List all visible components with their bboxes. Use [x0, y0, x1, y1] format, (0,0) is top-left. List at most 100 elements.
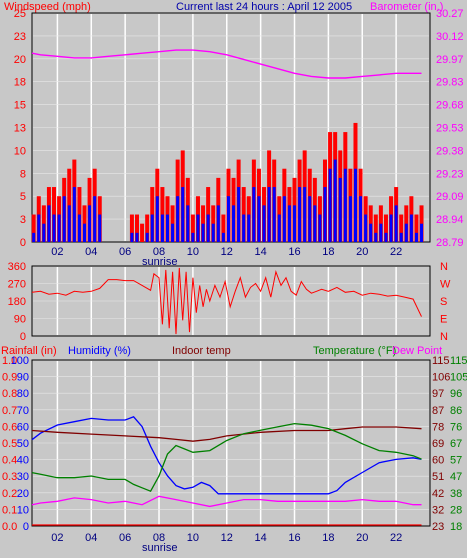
wind-average-bar: [328, 168, 332, 242]
x-tick-label-bottom: 16: [288, 532, 300, 544]
wind-average-bar: [359, 196, 363, 242]
wind-average-bar: [150, 214, 154, 242]
wind-average-bar: [394, 205, 398, 242]
wind-average-bar: [252, 187, 256, 242]
barometer-y-tick: 29.97: [436, 54, 464, 66]
indoor-y-tick: 78: [432, 421, 444, 433]
humidity-axis-title: Humidity (%): [68, 345, 131, 357]
wind-average-bar: [237, 187, 241, 242]
humidity-y-tick: 20: [17, 488, 29, 500]
wind-gust-bar: [129, 214, 134, 242]
humidity-y-tick: 70: [17, 405, 29, 417]
wind-average-bar: [196, 214, 200, 242]
wind-average-bar: [353, 168, 357, 242]
wind-average-bar: [232, 205, 236, 242]
humidity-y-tick: 40: [17, 455, 29, 467]
indoor-y-tick: 69: [432, 438, 444, 450]
indoor-y-tick: 51: [432, 471, 444, 483]
x-tick-label-top: 16: [288, 246, 300, 258]
wind-gust-bar: [241, 187, 246, 242]
x-tick-label-bottom: 08: [153, 532, 165, 544]
wind-average-bar: [384, 232, 388, 242]
wind-gust-bar: [160, 187, 165, 242]
wind-y-tick: 25: [14, 8, 26, 20]
wind-y-tick: 13: [14, 123, 26, 135]
wind-average-bar: [93, 196, 97, 242]
x-tick-label-top: 10: [187, 246, 199, 258]
sunrise-label-top: sunrise: [142, 256, 177, 268]
wind-average-bar: [130, 232, 134, 242]
wind-y-tick: 3: [20, 214, 26, 226]
wind-average-bar: [226, 196, 230, 242]
chart-title: Current last 24 hours : April 12 2005: [176, 1, 352, 13]
indoor-y-tick: 60: [432, 455, 444, 467]
direction-y-tick: 180: [8, 296, 26, 308]
wind-average-bar: [364, 214, 368, 242]
wind-average-bar: [72, 187, 76, 242]
temperature-y-tick: 105: [450, 372, 467, 384]
wind-gust-bar: [190, 214, 195, 242]
wind-average-bar: [47, 205, 51, 242]
barometer-y-tick: 28.94: [436, 214, 464, 226]
wind-average-bar: [186, 205, 190, 242]
wind-average-bar: [201, 223, 205, 242]
barometer-y-tick: 29.68: [436, 100, 464, 112]
barometer-series-line: [31, 49, 422, 79]
x-tick-label-top: 22: [390, 246, 402, 258]
wind-average-bar: [338, 177, 342, 242]
wind-average-bar: [88, 205, 92, 242]
direction-y-tick: 270: [8, 279, 26, 291]
wind-gust-bar: [206, 187, 211, 242]
wind-average-bar: [374, 232, 378, 242]
wind-average-bar: [267, 187, 271, 242]
wind-average-bar: [262, 205, 266, 242]
wind-average-bar: [318, 214, 322, 242]
wind-average-bar: [155, 196, 159, 242]
wind-gust-bar: [150, 187, 155, 242]
wind-average-bar: [67, 205, 71, 242]
barometer-y-tick: 29.53: [436, 123, 464, 135]
humidity-y-tick: 30: [17, 471, 29, 483]
barometer-axis-title: Barometer (in.): [370, 1, 443, 13]
wind-y-tick: 5: [20, 191, 26, 203]
wind-average-bar: [206, 214, 210, 242]
wind-gust-bar: [52, 187, 57, 242]
humidity-y-tick: 60: [17, 421, 29, 433]
wind-average-bar: [333, 159, 337, 242]
humidity-series-line: [31, 416, 422, 495]
wind-y-tick: 23: [14, 31, 26, 43]
temperature-y-tick: 18: [450, 521, 462, 533]
wind-average-bar: [420, 223, 424, 242]
x-tick-label-bottom: 10: [187, 532, 199, 544]
wind-average-bar: [272, 187, 276, 242]
wind-average-bar: [414, 232, 418, 242]
axis-ticks: 0202040406060808101012121414161618182020…: [2, 8, 467, 544]
wind-average-bar: [409, 214, 413, 242]
wind-average-bar: [303, 187, 307, 242]
x-tick-label-bottom: 02: [51, 532, 63, 544]
wind-average-bar: [257, 196, 261, 242]
wind-y-tick: 8: [20, 168, 26, 180]
temperature-y-tick: 28: [450, 504, 462, 516]
temperature-grid: [33, 361, 429, 525]
wind-average-bar: [282, 196, 286, 242]
temperature-y-tick: 57: [450, 455, 462, 467]
wind-y-tick: 10: [14, 145, 26, 157]
rain-y-tick: 0.4: [2, 455, 17, 467]
rainfall-axis-title: Rainfall (in): [1, 345, 57, 357]
wind-average-bar: [62, 196, 66, 242]
wind-gust-bar: [414, 214, 419, 242]
rain-y-tick: 0.1: [2, 504, 17, 516]
indoor-temp-axis-title: Indoor temp: [172, 345, 231, 357]
x-tick-label-top: 04: [85, 246, 97, 258]
x-tick-label-bottom: 06: [119, 532, 131, 544]
x-tick-label-top: 14: [255, 246, 267, 258]
wind-average-bar: [277, 214, 281, 242]
humidity-y-tick: 0: [23, 521, 29, 533]
temperature-y-tick: 47: [450, 471, 462, 483]
indoor-y-tick: 87: [432, 405, 444, 417]
wind-y-tick: 20: [14, 54, 26, 66]
compass-tick: E: [440, 314, 447, 326]
wind-average-bar: [389, 214, 393, 242]
